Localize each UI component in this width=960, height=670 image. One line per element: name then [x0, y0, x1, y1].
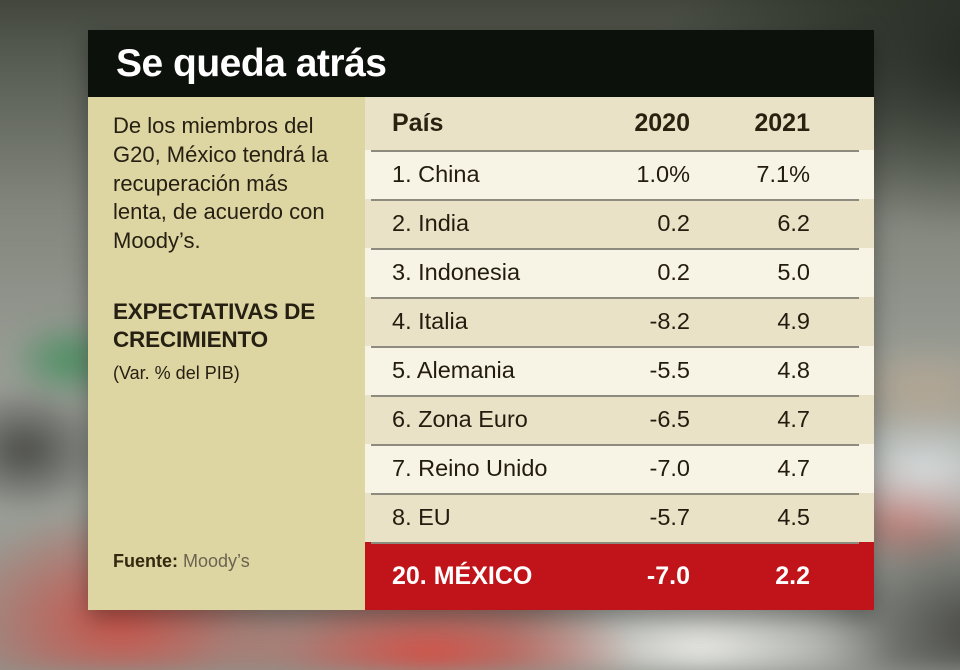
cell-2020: -8.2 [649, 308, 691, 334]
sidebar: De los miembros del G20, México tendrá l… [88, 97, 365, 610]
cell-2020: 0.2 [657, 259, 690, 285]
cell-2021: 4.5 [777, 504, 810, 530]
table-row: 6. Zona Euro -6.5 4.7 [365, 395, 874, 444]
source-value: Moody’s [183, 551, 250, 571]
cell-2020: -5.7 [649, 504, 691, 530]
col-header-country: País [392, 109, 444, 137]
cell-2021: 2.2 [775, 561, 810, 590]
cell-country: 5. Alemania [392, 357, 515, 383]
data-table: País 2020 2021 1. China 1.0% 7.1% 2. Ind… [365, 97, 874, 610]
cell-2020: -5.5 [649, 357, 691, 383]
cell-country: 3. Indonesia [392, 259, 521, 285]
cell-2020: -6.5 [649, 406, 691, 432]
cell-country: 2. India [392, 210, 470, 236]
cell-2021: 4.7 [777, 455, 810, 481]
table-row: 5. Alemania -5.5 4.8 [365, 346, 874, 395]
infographic-card: Se queda atrás De los miembros del G20, … [88, 30, 874, 610]
source-line: Fuente: Moody’s [113, 551, 335, 586]
table-row: 2. India 0.2 6.2 [365, 199, 874, 248]
source-label: Fuente: [113, 551, 178, 571]
col-header-2021: 2021 [754, 109, 810, 137]
table-row: 3. Indonesia 0.2 5.0 [365, 248, 874, 297]
cell-2021: 5.0 [777, 259, 810, 285]
cell-country: 8. EU [392, 504, 451, 530]
cell-2020: -7.0 [649, 455, 691, 481]
col-header-2020: 2020 [634, 109, 690, 137]
table-row: 4. Italia -8.2 4.9 [365, 297, 874, 346]
table-row: 1. China 1.0% 7.1% [365, 150, 874, 199]
table-header-row: País 2020 2021 [365, 97, 874, 150]
cell-country: 1. China [392, 161, 480, 187]
cell-2021: 4.7 [777, 406, 810, 432]
chart-subtitle: EXPECTATIVAS DE CRECIMIENTO [113, 299, 316, 353]
description-text: De los miembros del G20, México tendrá l… [113, 113, 329, 254]
cell-2021: 4.8 [777, 357, 810, 383]
cell-country: 4. Italia [392, 308, 468, 334]
cell-2020: -7.0 [646, 561, 690, 590]
cell-2021: 4.9 [777, 308, 810, 334]
page-title: Se queda atrás [116, 41, 387, 85]
card-body: De los miembros del G20, México tendrá l… [88, 97, 874, 610]
cell-2020: 0.2 [657, 210, 690, 236]
unit-note: (Var. % del PIB) [113, 362, 240, 383]
cell-country: 7. Reino Unido [392, 455, 548, 481]
highlight-row-mexico: 20. MÉXICO -7.0 2.2 [365, 542, 874, 610]
cell-country: 20. MÉXICO [392, 561, 533, 590]
card-header: Se queda atrás [88, 30, 874, 97]
cell-2020: 1.0% [636, 161, 690, 187]
cell-2021: 6.2 [777, 210, 810, 236]
cell-2021: 7.1% [756, 161, 810, 187]
table-row: 8. EU -5.7 4.5 [365, 493, 874, 542]
cell-country: 6. Zona Euro [392, 406, 528, 432]
table-row: 7. Reino Unido -7.0 4.7 [365, 444, 874, 493]
